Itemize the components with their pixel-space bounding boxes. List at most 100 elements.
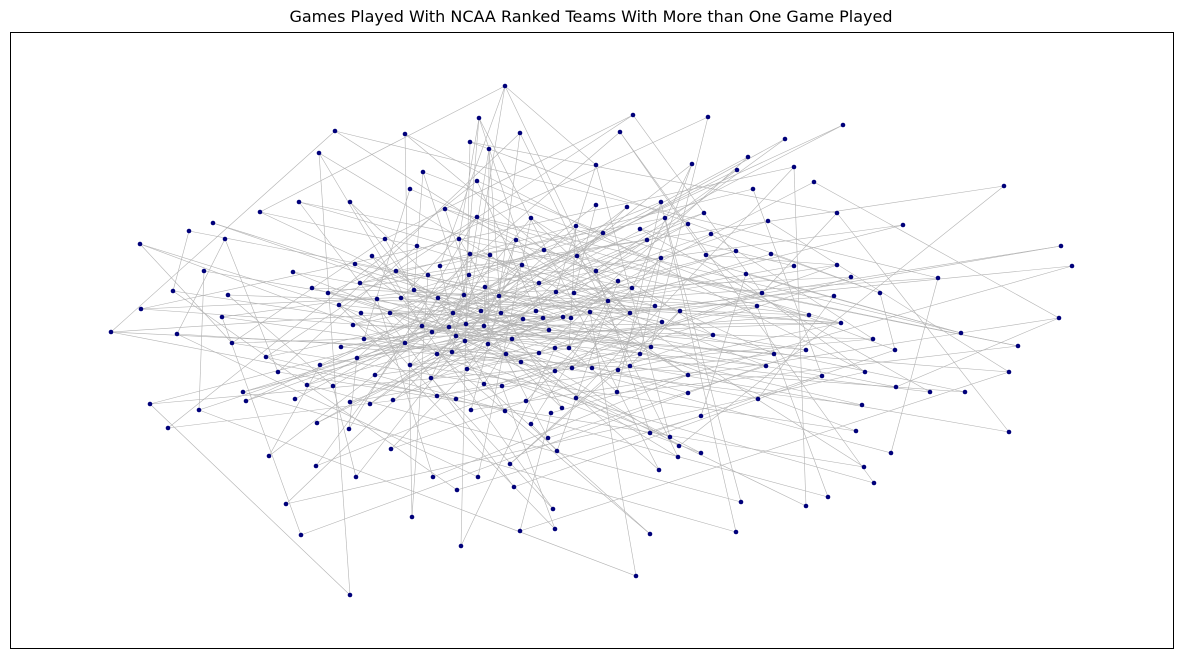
- graph-node: [834, 262, 840, 268]
- graph-edge: [456, 415, 702, 491]
- graph-node: [138, 306, 144, 312]
- graph-node: [466, 272, 472, 278]
- graph-edge: [632, 114, 763, 294]
- graph-edge: [172, 290, 458, 491]
- graph-edge: [389, 249, 545, 314]
- graph-edge: [550, 265, 1073, 414]
- graph-edge: [476, 216, 962, 334]
- graph-edge: [430, 347, 570, 379]
- graph-edge: [400, 297, 544, 319]
- graph-edge: [176, 238, 226, 335]
- graph-edge: [589, 300, 609, 313]
- graph-node: [257, 209, 263, 215]
- graph-node: [600, 230, 606, 236]
- graph-edge: [413, 171, 424, 291]
- graph-node: [559, 405, 565, 411]
- graph-node: [225, 292, 231, 298]
- graph-node: [685, 372, 691, 378]
- graph-node: [566, 345, 572, 351]
- graph-node: [685, 390, 691, 396]
- graph-edge: [576, 255, 1019, 347]
- graph-edge: [573, 292, 767, 367]
- graph-node: [647, 430, 653, 436]
- graph-edge: [568, 311, 591, 349]
- graph-edge: [167, 353, 775, 429]
- graph-node: [509, 336, 515, 342]
- graph-edge: [277, 245, 418, 373]
- graph-node: [629, 285, 635, 291]
- graph-node: [186, 228, 192, 234]
- graph-edge: [140, 308, 775, 355]
- graph-edge: [455, 335, 807, 507]
- graph-node: [461, 292, 467, 298]
- graph-node: [552, 526, 558, 532]
- graph-edge: [470, 332, 962, 411]
- graph-edge: [198, 326, 450, 411]
- graph-node: [624, 204, 630, 210]
- graph-node: [745, 154, 751, 160]
- graph-edge: [259, 211, 418, 247]
- graph-node: [330, 383, 336, 389]
- graph-edge: [700, 273, 747, 417]
- graph-edge: [639, 257, 662, 355]
- graph-node: [137, 241, 143, 247]
- graph-node: [528, 215, 534, 221]
- graph-node: [317, 362, 323, 368]
- graph-edge: [231, 238, 386, 344]
- graph-edge: [356, 245, 1062, 359]
- graph-node: [414, 243, 420, 249]
- graph-node: [387, 310, 393, 316]
- graph-edge: [458, 238, 465, 296]
- graph-node: [698, 413, 704, 419]
- graph-node: [496, 293, 502, 299]
- graph-node: [574, 253, 580, 259]
- graph-node: [283, 501, 289, 507]
- graph-node: [499, 383, 505, 389]
- graph-node: [676, 443, 682, 449]
- graph-node: [888, 450, 894, 456]
- graph-node: [768, 251, 774, 257]
- graph-node: [617, 129, 623, 135]
- graph-node: [402, 340, 408, 346]
- graph-node: [900, 222, 906, 228]
- graph-edge: [504, 85, 609, 302]
- graph-node: [367, 401, 373, 407]
- graph-node: [644, 237, 650, 243]
- graph-edge: [466, 312, 502, 370]
- graph-node: [486, 146, 492, 152]
- graph-edge: [554, 347, 931, 393]
- graph-edge: [469, 253, 714, 336]
- graph-node: [605, 298, 611, 304]
- graph-edge: [767, 220, 1010, 373]
- graph-edge: [413, 289, 591, 313]
- graph-edge: [509, 369, 619, 465]
- graph-node: [540, 315, 546, 321]
- graph-node: [517, 130, 523, 136]
- graph-node: [667, 434, 673, 440]
- graph-node: [511, 484, 517, 490]
- graph-node: [593, 268, 599, 274]
- graph-edge: [334, 130, 865, 468]
- graph-node: [463, 321, 469, 327]
- graph-node: [519, 262, 525, 268]
- graph-edge: [319, 317, 572, 366]
- graph-edge: [960, 317, 1060, 334]
- graph-node: [388, 446, 394, 452]
- graph-edge: [285, 371, 866, 505]
- graph-node: [429, 329, 435, 335]
- graph-edge: [458, 238, 842, 324]
- graph-node: [435, 295, 441, 301]
- graph-edge: [520, 361, 679, 458]
- graph-node: [615, 367, 621, 373]
- graph-node: [637, 226, 643, 232]
- graph-node: [593, 162, 599, 168]
- graph-node: [1069, 263, 1075, 269]
- graph-node: [627, 363, 633, 369]
- graph-node: [803, 347, 809, 353]
- graph-node: [474, 214, 480, 220]
- graph-node: [734, 167, 740, 173]
- graph-edge: [431, 331, 767, 367]
- graph-edge: [224, 238, 279, 373]
- graph-node: [464, 366, 470, 372]
- graph-node: [350, 322, 356, 328]
